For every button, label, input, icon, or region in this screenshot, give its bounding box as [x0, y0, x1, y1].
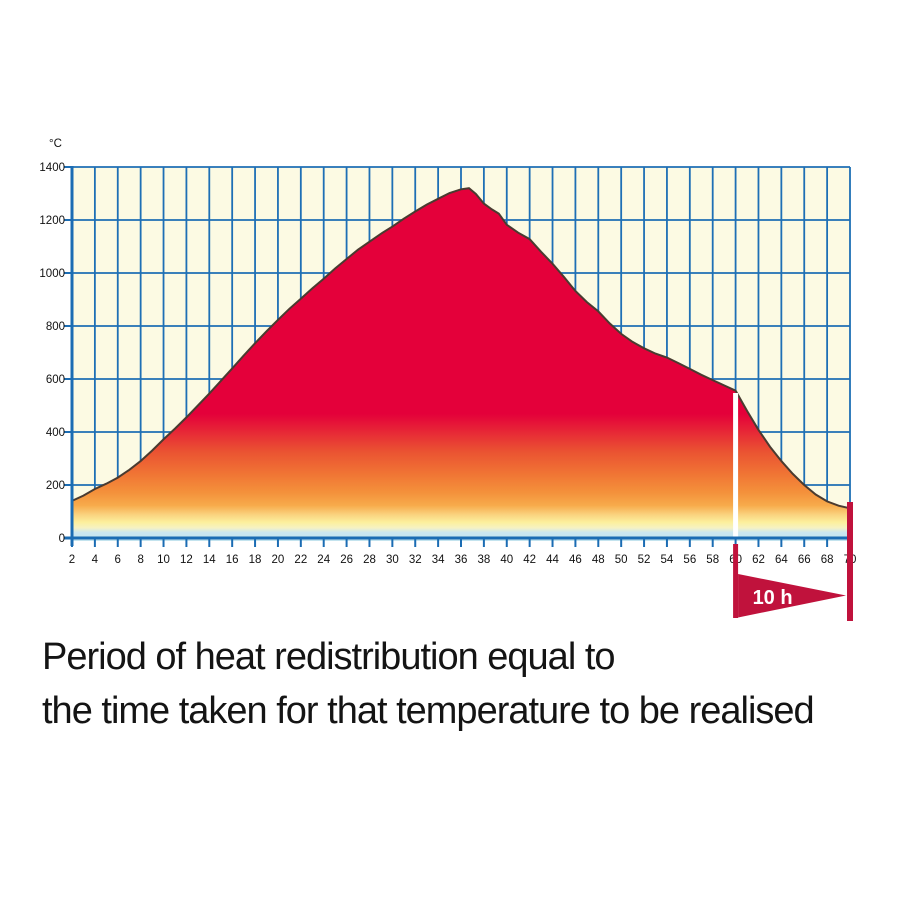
x-tick-label: 48 [592, 554, 605, 566]
x-tick-label: 38 [477, 554, 490, 566]
y-tick-label: 400 [46, 427, 65, 439]
y-tick-labels: 0 200 400 600 800 1000 1200 1400 [39, 162, 65, 545]
x-tick-label: 50 [615, 554, 628, 566]
x-tick-label: 8 [137, 554, 143, 566]
x-tick-label: 10 [157, 554, 170, 566]
axes [64, 166, 850, 546]
y-tick-label: 1200 [39, 215, 65, 227]
duration-label: 10 h [753, 587, 793, 609]
x-tick-label: 6 [115, 554, 121, 566]
x-tick-label: 34 [432, 554, 445, 566]
x-tick-label: 24 [317, 554, 330, 566]
x-tick-label: 40 [500, 554, 513, 566]
x-tick-label: 28 [363, 554, 376, 566]
caption-line-1: Period of heat redistribution equal to [42, 636, 616, 678]
x-tick-label: 14 [203, 554, 216, 566]
x-tick-label: 26 [340, 554, 353, 566]
temperature-area [72, 188, 850, 541]
y-tick-label: 1400 [39, 162, 65, 174]
temperature-time-chart: 2 4 6 8 10 12 14 16 18 20 22 24 26 28 30 32 34 36 38 40 42 44… [39, 138, 857, 621]
caption-line-2: the time taken for that temperature to b… [42, 690, 815, 732]
x-tick-label: 20 [272, 554, 285, 566]
x-tick-label: 54 [661, 554, 674, 566]
figure-caption: Period of heat redistribution equal to t… [42, 630, 892, 738]
x-tick-label: 2 [69, 554, 75, 566]
x-tick-label: 16 [226, 554, 239, 566]
x-tick-label: 44 [546, 554, 559, 566]
x-tick-label: 30 [386, 554, 399, 566]
y-axis-unit-label: °C [49, 138, 62, 150]
temperature-curve [71, 187, 851, 510]
duration-arrow [738, 574, 846, 618]
span-end-line [847, 502, 853, 621]
x-tick-label: 22 [294, 554, 307, 566]
y-tick-label: 1000 [39, 268, 65, 280]
x-tick-label: 18 [249, 554, 262, 566]
y-tick-label: 600 [46, 374, 65, 386]
y-tick-label: 0 [59, 533, 65, 545]
x-tick-label: 36 [455, 554, 468, 566]
x-tick-label: 12 [180, 554, 193, 566]
x-tick-label: 66 [798, 554, 811, 566]
marker-line-60h [733, 393, 739, 538]
x-tick-label: 68 [821, 554, 834, 566]
x-tick-label: 58 [706, 554, 719, 566]
y-tick-label: 200 [46, 480, 65, 492]
x-tick-labels: 2 4 6 8 10 12 14 16 18 20 22 24 26 28 30 32 34 36 38 40 42 44… [69, 554, 857, 566]
x-tick-label: 46 [569, 554, 582, 566]
x-tick-label: 42 [523, 554, 536, 566]
x-tick-label: 4 [92, 554, 99, 566]
x-tick-label: 56 [683, 554, 696, 566]
x-tick-label: 62 [752, 554, 765, 566]
x-tick-label: 32 [409, 554, 422, 566]
span-start-line [733, 544, 739, 618]
x-tick-label: 52 [638, 554, 651, 566]
y-tick-label: 800 [46, 321, 65, 333]
x-tick-label: 64 [775, 554, 788, 566]
